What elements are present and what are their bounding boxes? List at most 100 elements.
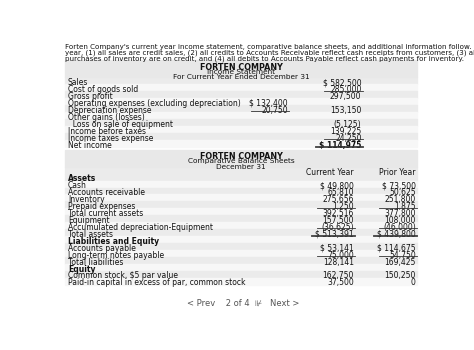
Text: Income before taxes: Income before taxes <box>68 127 146 136</box>
Text: Inventory: Inventory <box>68 195 104 204</box>
Bar <box>65 167 417 174</box>
Bar <box>65 243 417 250</box>
Text: 139,225: 139,225 <box>330 127 362 136</box>
Text: 169,425: 169,425 <box>384 258 416 267</box>
Text: Forten Company's current year income statement, comparative balance sheets, and : Forten Company's current year income sta… <box>65 43 474 50</box>
Bar <box>65 188 417 195</box>
Bar <box>65 112 417 119</box>
Text: 1,250: 1,250 <box>332 202 354 211</box>
Text: Assets: Assets <box>68 174 96 183</box>
Text: 1,875: 1,875 <box>394 202 416 211</box>
Text: Common stock, $5 par value: Common stock, $5 par value <box>68 272 178 280</box>
Bar <box>65 250 417 257</box>
Bar <box>65 61 417 77</box>
Text: 275,656: 275,656 <box>322 195 354 204</box>
Text: < Prev    2 of 4  ⊮   Next >: < Prev 2 of 4 ⊮ Next > <box>187 299 299 308</box>
Text: Current Year: Current Year <box>306 168 354 176</box>
Text: $ 73,500: $ 73,500 <box>382 181 416 190</box>
Text: 54,750: 54,750 <box>389 251 416 260</box>
Bar <box>65 208 417 215</box>
Text: $ 114,675: $ 114,675 <box>377 244 416 253</box>
Text: 285,000: 285,000 <box>330 85 362 94</box>
Text: Loss on sale of equipment: Loss on sale of equipment <box>68 120 173 129</box>
Bar <box>65 98 417 105</box>
Text: Liabilities and Equity: Liabilities and Equity <box>68 237 159 246</box>
Bar <box>65 236 417 243</box>
Text: 153,150: 153,150 <box>330 106 362 115</box>
Bar <box>65 201 417 208</box>
Text: (5,125): (5,125) <box>334 120 362 129</box>
Text: Net income: Net income <box>68 141 111 149</box>
Text: purchases of inventory are on credit, and (4) all debits to Accounts Payable ref: purchases of inventory are on credit, an… <box>65 55 465 62</box>
Text: Equipment: Equipment <box>68 216 109 225</box>
Text: Depreciation expense: Depreciation expense <box>68 106 151 115</box>
Text: 251,800: 251,800 <box>384 195 416 204</box>
Bar <box>65 119 417 126</box>
Text: $ 114,975: $ 114,975 <box>319 141 362 149</box>
Bar <box>65 126 417 133</box>
Bar <box>65 133 417 140</box>
Text: For Current Year Ended December 31: For Current Year Ended December 31 <box>173 74 310 81</box>
Text: $ 53,141: $ 53,141 <box>320 244 354 253</box>
Text: Equity: Equity <box>68 265 95 274</box>
Bar <box>65 77 417 84</box>
Text: 162,750: 162,750 <box>322 272 354 280</box>
Bar <box>65 278 417 285</box>
Bar <box>65 105 417 112</box>
Bar <box>65 150 417 167</box>
Bar <box>65 229 417 236</box>
Text: $ 132,400: $ 132,400 <box>249 99 288 108</box>
Text: Total liabilities: Total liabilities <box>68 258 123 267</box>
Text: 297,500: 297,500 <box>330 92 362 101</box>
Text: (46,000): (46,000) <box>383 223 416 232</box>
Bar <box>65 181 417 188</box>
Text: 0: 0 <box>411 278 416 287</box>
Text: FORTEN COMPANY: FORTEN COMPANY <box>200 63 283 72</box>
Text: Cash: Cash <box>68 181 87 190</box>
Text: 392,516: 392,516 <box>322 209 354 218</box>
Bar <box>65 174 417 181</box>
Text: 108,000: 108,000 <box>384 216 416 225</box>
Text: Accounts payable: Accounts payable <box>68 244 136 253</box>
Text: Prepaid expenses: Prepaid expenses <box>68 202 135 211</box>
Text: 150,250: 150,250 <box>384 272 416 280</box>
Text: 157,500: 157,500 <box>322 216 354 225</box>
Text: Sales: Sales <box>68 78 88 87</box>
Text: December 31: December 31 <box>217 164 266 170</box>
Text: Income Statement: Income Statement <box>207 69 275 75</box>
Text: Comparative Balance Sheets: Comparative Balance Sheets <box>188 158 295 164</box>
Text: 24,250: 24,250 <box>335 134 362 143</box>
Text: year, (1) all sales are credit sales, (2) all credits to Accounts Receivable ref: year, (1) all sales are credit sales, (2… <box>65 49 474 56</box>
Bar <box>65 84 417 91</box>
Text: Accounts receivable: Accounts receivable <box>68 188 145 197</box>
Text: Other gains (losses): Other gains (losses) <box>68 113 145 122</box>
Bar <box>65 91 417 98</box>
Text: $ 439,800: $ 439,800 <box>377 230 416 239</box>
Text: Income taxes expense: Income taxes expense <box>68 134 153 143</box>
Bar <box>65 140 417 147</box>
Bar <box>65 264 417 271</box>
Text: Cost of goods sold: Cost of goods sold <box>68 85 138 94</box>
Bar <box>65 257 417 264</box>
Bar <box>65 215 417 222</box>
Text: 128,141: 128,141 <box>323 258 354 267</box>
Text: 20,750: 20,750 <box>261 106 288 115</box>
Text: Prior Year: Prior Year <box>379 168 416 176</box>
Text: $ 513,391: $ 513,391 <box>315 230 354 239</box>
Text: Total current assets: Total current assets <box>68 209 143 218</box>
Text: Gross profit: Gross profit <box>68 92 112 101</box>
Text: 75,000: 75,000 <box>327 251 354 260</box>
Text: 37,500: 37,500 <box>327 278 354 287</box>
Text: Accumulated depreciation-Equipment: Accumulated depreciation-Equipment <box>68 223 213 232</box>
Text: Operating expenses (excluding depreciation): Operating expenses (excluding depreciati… <box>68 99 240 108</box>
Bar <box>65 271 417 278</box>
Text: (36,625): (36,625) <box>321 223 354 232</box>
Text: 50,625: 50,625 <box>389 188 416 197</box>
Bar <box>65 195 417 201</box>
Text: $ 582,500: $ 582,500 <box>323 78 362 87</box>
Text: 65,810: 65,810 <box>327 188 354 197</box>
Text: FORTEN COMPANY: FORTEN COMPANY <box>200 152 283 161</box>
Text: Paid-in capital in excess of par, common stock: Paid-in capital in excess of par, common… <box>68 278 245 287</box>
Bar <box>65 222 417 229</box>
Text: $ 49,800: $ 49,800 <box>320 181 354 190</box>
